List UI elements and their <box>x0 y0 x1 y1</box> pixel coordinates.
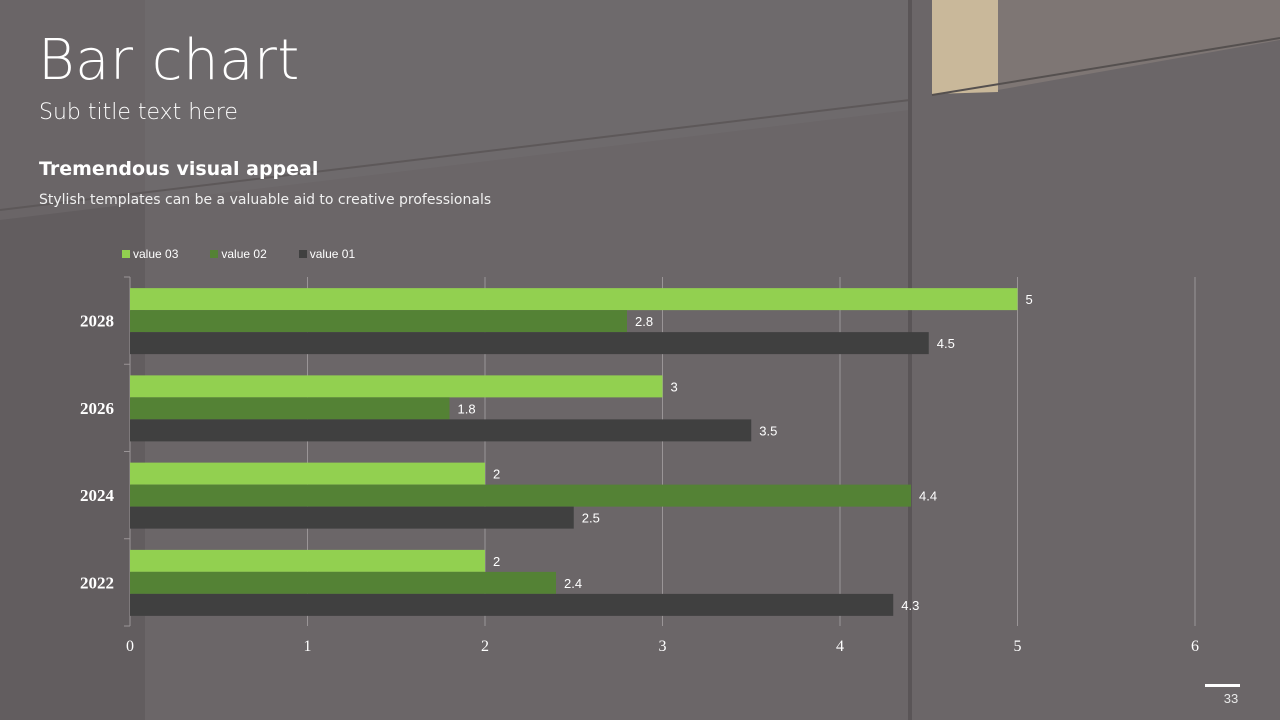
data-label: 3.5 <box>759 423 777 438</box>
data-label: 4.5 <box>937 336 955 351</box>
data-label: 2.4 <box>564 576 582 591</box>
data-label: 2.8 <box>635 314 653 329</box>
page-number: 33 <box>1223 691 1239 706</box>
y-tick-label: 2028 <box>80 312 114 331</box>
bar <box>130 332 929 355</box>
x-tick-label: 3 <box>659 638 667 655</box>
x-tick-label: 2 <box>481 638 489 655</box>
y-tick-label: 2024 <box>80 486 115 505</box>
data-label: 1.8 <box>458 401 476 416</box>
legend-item-value03: value 03 <box>122 247 178 261</box>
bar <box>130 419 752 442</box>
bar <box>130 310 627 333</box>
legend-label-value03: value 03 <box>133 247 179 261</box>
bar <box>130 571 556 594</box>
chart-legend: value 03 value 02 value 01 <box>122 247 355 261</box>
section-body: Stylish templates can be a valuable aid … <box>39 192 492 208</box>
bar <box>130 506 574 529</box>
page-number-bar <box>1205 684 1240 687</box>
bar <box>130 549 485 572</box>
data-label: 5 <box>1026 292 1033 307</box>
legend-label-value01: value 01 <box>309 247 356 261</box>
data-label: 2.5 <box>582 511 600 526</box>
data-label: 2 <box>493 554 500 569</box>
legend-item-value01: value 01 <box>298 247 356 261</box>
bar <box>130 375 663 398</box>
bar <box>130 462 485 485</box>
data-label: 4.4 <box>919 489 937 504</box>
legend-swatch-value03 <box>122 250 130 258</box>
bar <box>130 288 1018 311</box>
legend-item-value02: value 02 <box>210 247 267 261</box>
bar <box>130 593 894 616</box>
legend-swatch-value01 <box>298 250 307 258</box>
legend-swatch-value02 <box>210 250 219 258</box>
legend-label-value02: value 02 <box>221 247 267 261</box>
x-tick-label: 6 <box>1191 638 1199 655</box>
slide-subtitle: Sub title text here <box>39 100 238 125</box>
x-tick-label: 4 <box>836 638 844 655</box>
x-tick-label: 5 <box>1014 638 1022 655</box>
y-tick-label: 2022 <box>80 573 114 592</box>
section-heading: Tremendous visual appeal <box>39 158 319 180</box>
data-label: 2 <box>493 467 500 482</box>
slide-title: Bar chart <box>38 28 300 93</box>
bar <box>130 397 450 420</box>
x-tick-label: 1 <box>304 638 312 655</box>
bar <box>130 484 911 507</box>
data-label: 3 <box>671 379 678 394</box>
y-tick-label: 2026 <box>80 399 114 418</box>
data-label: 4.3 <box>901 598 919 613</box>
x-tick-label: 0 <box>126 638 134 655</box>
